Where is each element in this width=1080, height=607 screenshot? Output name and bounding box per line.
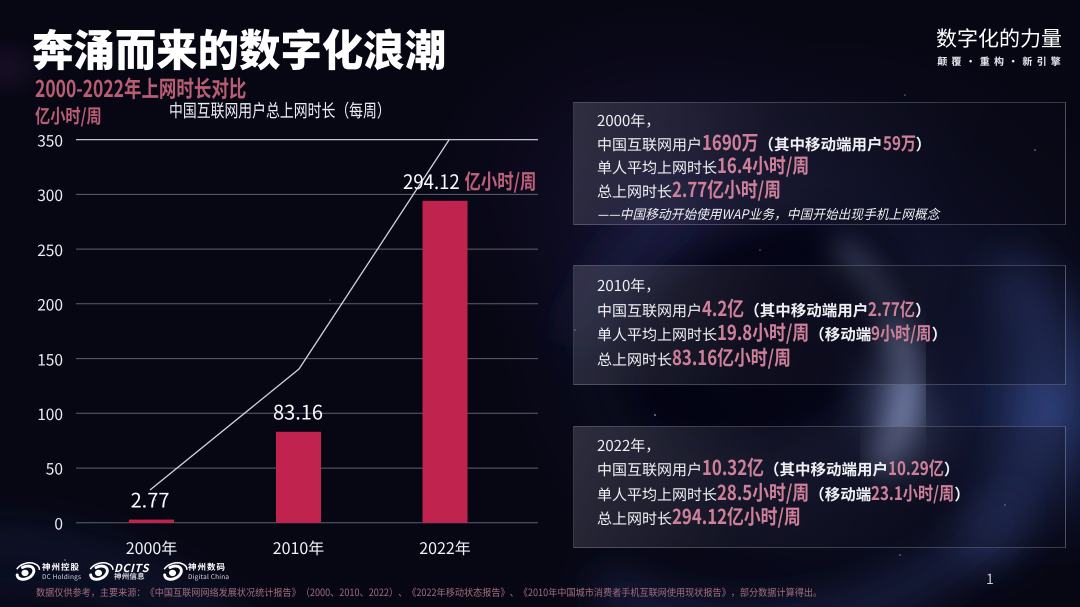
svg-text:亿小时/周: 亿小时/周 [465,166,537,196]
svg-text:83.16: 83.16 [273,397,323,426]
svg-text:350: 350 [37,130,63,152]
svg-text:100: 100 [37,403,63,425]
svg-text:2022年: 2022年 [419,535,471,559]
svg-text:150: 150 [37,348,63,370]
svg-text:294.12: 294.12 [403,166,460,195]
svg-text:2.77: 2.77 [131,485,170,514]
svg-text:250: 250 [37,239,63,261]
svg-text:2010年: 2010年 [273,535,325,559]
svg-text:0: 0 [54,512,63,534]
svg-text:2000年: 2000年 [126,535,178,559]
svg-text:300: 300 [37,184,63,206]
svg-text:50: 50 [46,458,63,480]
svg-text:200: 200 [37,294,63,316]
